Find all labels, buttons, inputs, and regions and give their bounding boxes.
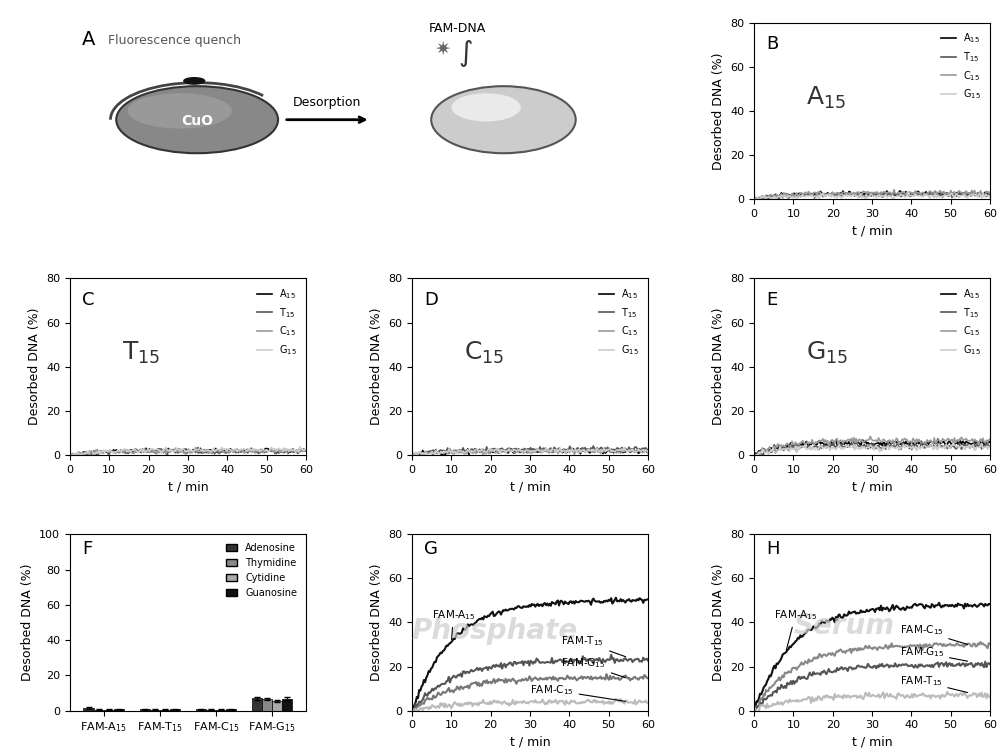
Y-axis label: Desorbed DNA (%): Desorbed DNA (%) [712,564,725,681]
X-axis label: t / min: t / min [852,225,892,237]
Y-axis label: Desorbed DNA (%): Desorbed DNA (%) [712,308,725,426]
Text: Serum: Serum [793,612,894,640]
Text: ∫: ∫ [459,39,473,67]
Text: FAM-T$_{15}$: FAM-T$_{15}$ [900,674,968,692]
Text: FAM-G$_{15}$: FAM-G$_{15}$ [561,656,626,678]
Text: A$_{15}$: A$_{15}$ [806,85,846,110]
Bar [170,709,180,711]
Text: ✷: ✷ [435,39,451,58]
Bar [83,708,94,711]
Text: FAM-A$_{15}$: FAM-A$_{15}$ [432,608,475,640]
Y-axis label: Desorbed DNA (%): Desorbed DNA (%) [712,52,725,169]
Legend: A$_{15}$, T$_{15}$, C$_{15}$, G$_{15}$: A$_{15}$, T$_{15}$, C$_{15}$, G$_{15}$ [937,27,985,105]
Text: Desorption: Desorption [293,95,361,109]
X-axis label: t / min: t / min [510,480,550,493]
Text: C$_{15}$: C$_{15}$ [464,340,504,367]
Circle shape [184,78,205,84]
Text: D: D [424,291,438,308]
Text: Phosphate: Phosphate [411,617,578,646]
Bar [196,709,206,711]
Bar [272,701,282,711]
Bar [206,710,216,711]
Bar [114,709,124,711]
Text: A: A [82,29,95,48]
Text: FAM-C$_{15}$: FAM-C$_{15}$ [900,624,968,644]
Bar [262,699,272,711]
Text: H: H [766,540,779,557]
Bar [150,710,160,711]
Bar [282,699,292,711]
Bar [104,710,114,711]
Y-axis label: Desorbed DNA (%): Desorbed DNA (%) [21,564,34,681]
Text: Fluorescence quench: Fluorescence quench [108,34,241,47]
Text: FAM-DNA: FAM-DNA [429,21,486,35]
Text: G: G [424,540,438,557]
Ellipse shape [451,93,521,122]
Y-axis label: Desorbed DNA (%): Desorbed DNA (%) [370,564,383,681]
Legend: A$_{15}$, T$_{15}$, C$_{15}$, G$_{15}$: A$_{15}$, T$_{15}$, C$_{15}$, G$_{15}$ [253,284,301,361]
Text: F: F [82,540,92,557]
Legend: A$_{15}$, T$_{15}$, C$_{15}$, G$_{15}$: A$_{15}$, T$_{15}$, C$_{15}$, G$_{15}$ [937,284,985,361]
Text: FAM-A$_{15}$: FAM-A$_{15}$ [774,608,817,650]
Bar [216,710,226,711]
Ellipse shape [116,86,278,153]
Legend: Adenosine, Thymidine, Cytidine, Guanosine: Adenosine, Thymidine, Cytidine, Guanosin… [222,539,301,602]
Ellipse shape [431,86,576,153]
Text: E: E [766,291,777,308]
X-axis label: t / min: t / min [852,736,892,749]
Text: FAM-T$_{15}$: FAM-T$_{15}$ [561,634,626,657]
X-axis label: t / min: t / min [168,480,208,493]
Text: CuO: CuO [181,114,213,129]
Text: FAM-C$_{15}$: FAM-C$_{15}$ [530,683,626,702]
Bar [160,710,170,711]
Bar [140,709,150,711]
Bar [252,699,262,711]
Text: C: C [82,291,94,308]
Text: T$_{15}$: T$_{15}$ [122,340,160,367]
Bar [226,709,236,711]
X-axis label: t / min: t / min [852,480,892,493]
Bar [94,710,104,711]
Text: B: B [766,35,778,53]
Text: FAM-G$_{15}$: FAM-G$_{15}$ [900,646,968,662]
Y-axis label: Desorbed DNA (%): Desorbed DNA (%) [28,308,41,426]
Y-axis label: Desorbed DNA (%): Desorbed DNA (%) [370,308,383,426]
X-axis label: t / min: t / min [510,736,550,749]
Text: G$_{15}$: G$_{15}$ [806,340,848,367]
Legend: A$_{15}$, T$_{15}$, C$_{15}$, G$_{15}$: A$_{15}$, T$_{15}$, C$_{15}$, G$_{15}$ [595,284,643,361]
Ellipse shape [128,93,232,129]
